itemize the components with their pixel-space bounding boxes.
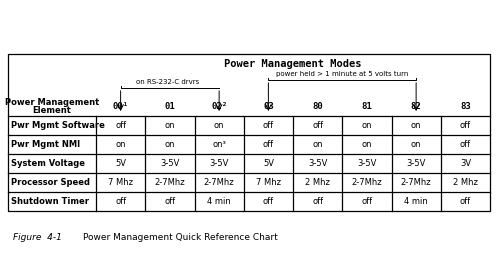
Text: 81: 81 [362, 102, 372, 111]
Text: 7 Mhz: 7 Mhz [108, 178, 133, 187]
Text: 2-7Mhz: 2-7Mhz [154, 178, 185, 187]
Text: power held > 1 minute at 5 volts turn: power held > 1 minute at 5 volts turn [276, 71, 408, 77]
Text: 2-7Mhz: 2-7Mhz [204, 178, 235, 187]
Text: 3-5V: 3-5V [308, 159, 327, 168]
Text: off: off [460, 121, 471, 130]
Text: off: off [115, 121, 126, 130]
Text: on: on [214, 121, 225, 130]
Text: 3-5V: 3-5V [357, 159, 376, 168]
Text: 2-7Mhz: 2-7Mhz [401, 178, 431, 187]
Text: off: off [460, 197, 471, 206]
Text: Figure  4-1: Figure 4-1 [13, 233, 62, 243]
Text: on: on [165, 121, 175, 130]
Text: Pwr Mgmt NMI: Pwr Mgmt NMI [11, 140, 80, 149]
Text: on: on [116, 140, 126, 149]
Text: 3V: 3V [460, 159, 471, 168]
Text: 00¹: 00¹ [113, 102, 128, 111]
Text: 01: 01 [164, 102, 175, 111]
Text: on: on [362, 140, 372, 149]
Text: 03: 03 [263, 102, 274, 111]
Text: on RS-232-C drvrs: on RS-232-C drvrs [136, 79, 200, 85]
Text: 02²: 02² [211, 102, 227, 111]
Text: Pwr Mgmt Software: Pwr Mgmt Software [11, 121, 105, 130]
Text: 3-5V: 3-5V [210, 159, 229, 168]
Text: 2-7Mhz: 2-7Mhz [352, 178, 382, 187]
Text: off: off [312, 197, 323, 206]
Text: off: off [115, 197, 126, 206]
Text: Processor Speed: Processor Speed [11, 178, 90, 187]
Text: off: off [263, 197, 274, 206]
Text: off: off [460, 140, 471, 149]
Text: on: on [312, 140, 323, 149]
Text: off: off [362, 197, 373, 206]
Text: System Voltage: System Voltage [11, 159, 85, 168]
Text: 5V: 5V [263, 159, 274, 168]
Text: on: on [411, 121, 421, 130]
Text: 7 Mhz: 7 Mhz [256, 178, 281, 187]
Text: 2 Mhz: 2 Mhz [453, 178, 478, 187]
Text: Power Management Quick Reference Chart: Power Management Quick Reference Chart [83, 233, 278, 243]
Text: 5V: 5V [115, 159, 126, 168]
Text: off: off [164, 197, 175, 206]
Text: 4 min: 4 min [207, 197, 231, 206]
Text: 2 Mhz: 2 Mhz [305, 178, 330, 187]
Text: 3-5V: 3-5V [160, 159, 180, 168]
Text: on: on [362, 121, 372, 130]
Bar [8, 54, 490, 211]
Text: off: off [263, 121, 274, 130]
Text: 80: 80 [312, 102, 323, 111]
Text: 83: 83 [460, 102, 471, 111]
Text: Power Management Modes: Power Management Modes [224, 59, 362, 69]
Text: off: off [312, 121, 323, 130]
Text: 3-5V: 3-5V [406, 159, 426, 168]
Text: on: on [411, 140, 421, 149]
Text: on: on [165, 140, 175, 149]
Text: off: off [263, 140, 274, 149]
Text: Power Management: Power Management [5, 98, 99, 107]
Text: 82: 82 [411, 102, 421, 111]
Text: 4 min: 4 min [404, 197, 428, 206]
Text: Shutdown Timer: Shutdown Timer [11, 197, 89, 206]
Text: on³: on³ [212, 140, 226, 149]
Text: Element: Element [32, 106, 71, 115]
